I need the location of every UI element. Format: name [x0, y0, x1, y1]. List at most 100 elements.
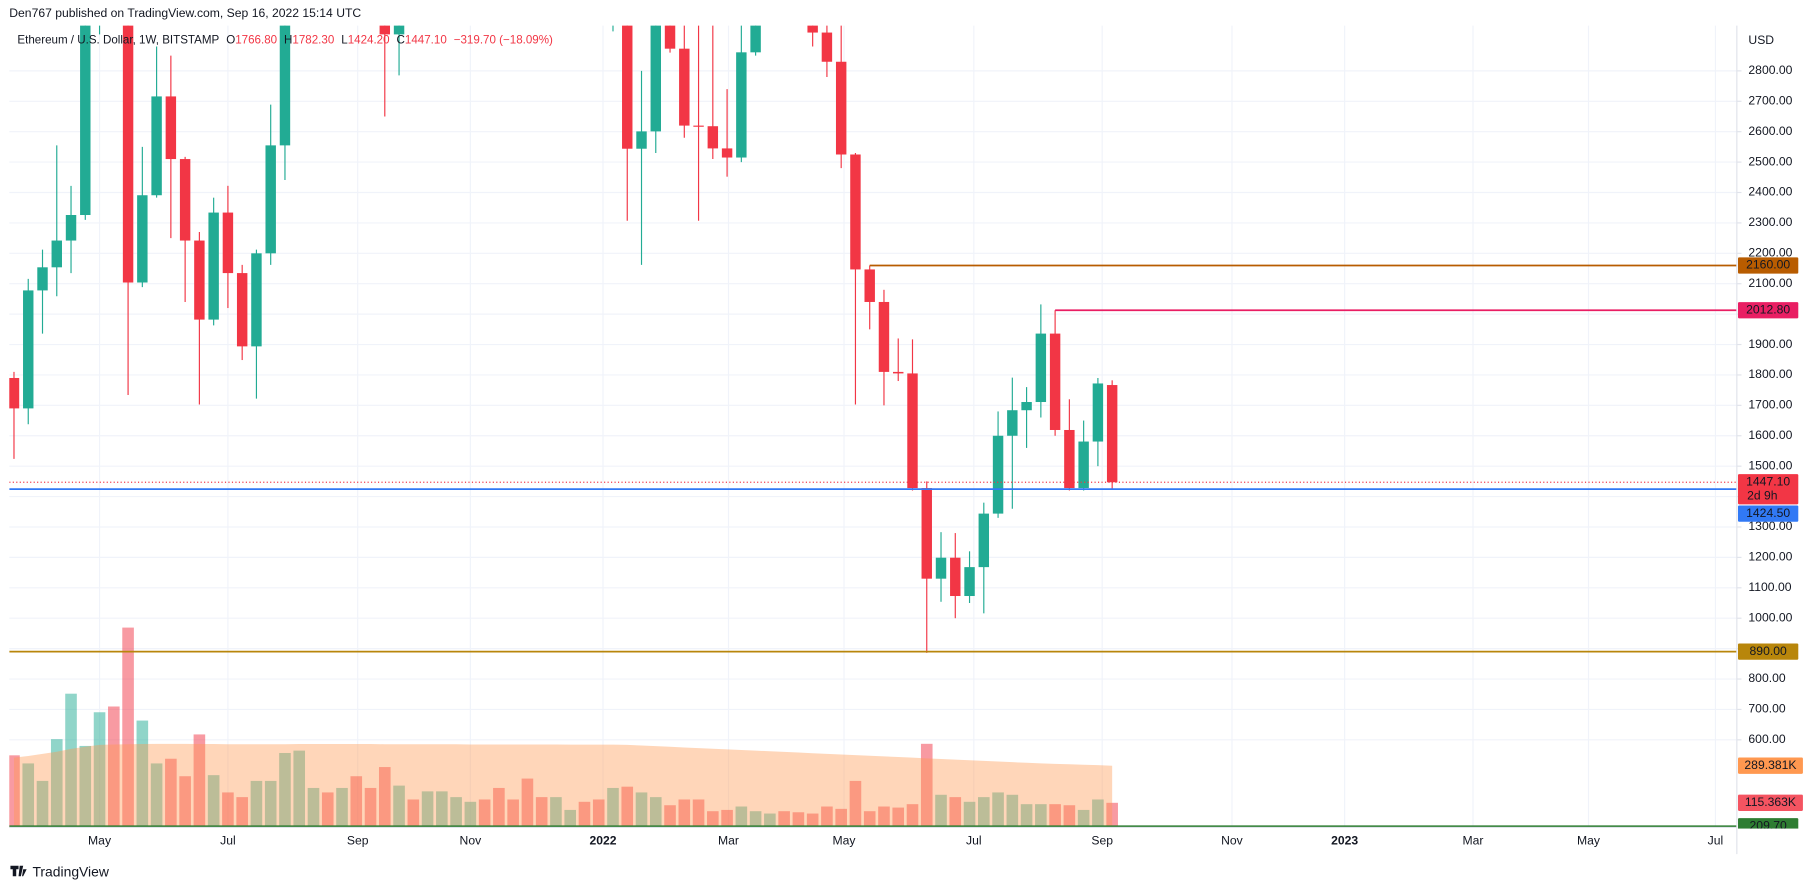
x-tick-label: Mar	[1463, 834, 1484, 848]
volume-bar	[792, 812, 805, 828]
candle-body	[807, 25, 818, 33]
ohlc-value: 1782.30	[292, 34, 334, 47]
change: −319.70 (−18.09%)	[454, 34, 553, 47]
y-tick-label: 1900.00	[1748, 337, 1792, 351]
candle-body	[236, 273, 248, 347]
x-tick-label: 2023	[1331, 834, 1358, 848]
candle-body	[1092, 383, 1104, 442]
candle-body	[978, 513, 990, 568]
volume-bar	[878, 806, 890, 828]
candle-body	[636, 131, 647, 149]
volume-bar	[721, 809, 733, 828]
volume-bar	[1035, 804, 1047, 828]
volume-bar	[707, 811, 719, 828]
y-tick-label: 600.00	[1748, 732, 1785, 746]
candle-body	[893, 371, 904, 374]
volume-bar	[821, 806, 833, 828]
y-tick-label: 1500.00	[1748, 458, 1792, 472]
candle-body	[622, 25, 633, 149]
y-tick-label: 1300.00	[1748, 519, 1792, 533]
volume-bar	[535, 797, 548, 828]
volume-bar	[122, 627, 134, 828]
candle-body	[650, 25, 661, 132]
volume-bar	[550, 797, 562, 828]
volume-bar	[664, 805, 676, 828]
symbol-legend: Ethereum / U.S. Dollar, 1W, BITSTAMP O176…	[17, 34, 553, 47]
candle-body	[51, 240, 62, 268]
volume-ma-area	[13, 743, 1113, 828]
candle-body	[707, 126, 719, 149]
volume-bar	[236, 797, 248, 828]
volume-bar	[179, 776, 191, 828]
candle-body	[664, 25, 676, 49]
x-tick-label: Sep	[1091, 834, 1113, 848]
volume-bar	[1049, 804, 1061, 828]
x-tick-label: May	[833, 834, 857, 848]
y-tick-label: 2500.00	[1748, 154, 1792, 168]
volume-bar	[1106, 802, 1118, 828]
volume-bar	[378, 767, 391, 828]
volume-bar	[50, 739, 63, 828]
y-tick-label: 2200.00	[1748, 246, 1792, 260]
grid	[9, 25, 1737, 828]
candle-body	[878, 301, 890, 372]
ohlc-key: H	[284, 34, 292, 47]
y-tick-label: 2100.00	[1748, 276, 1792, 290]
volume-bar	[978, 797, 990, 828]
price-pane	[9, 25, 1118, 653]
volume-ma-label: 289.381K	[1744, 758, 1796, 772]
volume-bar	[393, 785, 405, 828]
level-label: 2160.00	[1746, 258, 1790, 272]
volume-bar	[920, 743, 933, 828]
y-tick-label: 700.00	[1748, 702, 1785, 716]
volume-bar	[79, 745, 92, 828]
volume-bar	[478, 799, 491, 828]
volume-bar	[9, 755, 20, 828]
y-tick-label: 800.00	[1748, 671, 1785, 685]
volume-bar	[678, 799, 691, 828]
level-badge	[1737, 505, 1799, 522]
volume-bar	[863, 811, 876, 828]
countdown: 2d 9h	[1747, 488, 1777, 502]
candle-body	[165, 96, 177, 160]
x-tick-label: Mar	[718, 834, 739, 848]
volume-bar	[849, 780, 862, 828]
candle-body	[721, 148, 733, 158]
volume-bar	[350, 776, 363, 828]
volume-bar	[1077, 809, 1090, 828]
candle-body	[921, 488, 932, 579]
candle-body	[964, 567, 975, 597]
candle-body	[1035, 333, 1047, 403]
volume-ma-badge	[1737, 757, 1803, 774]
candle-body	[992, 435, 1004, 514]
volume-bar	[450, 797, 462, 828]
volume-bar	[607, 787, 619, 828]
logo: TradingView	[10, 863, 110, 879]
volume-bar	[507, 799, 519, 828]
candle-body	[750, 25, 761, 53]
volume-bar	[835, 808, 847, 828]
y-tick-label: 1800.00	[1748, 367, 1792, 381]
volume-bar	[407, 799, 420, 828]
candle-body	[265, 145, 276, 254]
volume-bar	[36, 780, 49, 828]
candle-body	[679, 48, 690, 126]
volume-bar	[949, 797, 962, 828]
volume-bar	[307, 787, 320, 828]
volume-bar	[1020, 804, 1033, 828]
y-tick-label: 1600.00	[1748, 428, 1792, 442]
publisher-note: Den767 published on TradingView.com, Sep…	[9, 6, 361, 20]
volume-bar	[165, 758, 177, 828]
candle-body	[821, 32, 833, 62]
volume-bar	[22, 763, 35, 828]
volume-bar	[735, 806, 748, 828]
volume-bar	[1063, 805, 1076, 828]
volume-bar	[1006, 794, 1019, 828]
candle-body	[151, 96, 162, 196]
volume-bar	[778, 811, 790, 828]
volume-bar	[293, 750, 306, 828]
volume-bar	[649, 797, 662, 828]
candle-body	[37, 267, 48, 291]
